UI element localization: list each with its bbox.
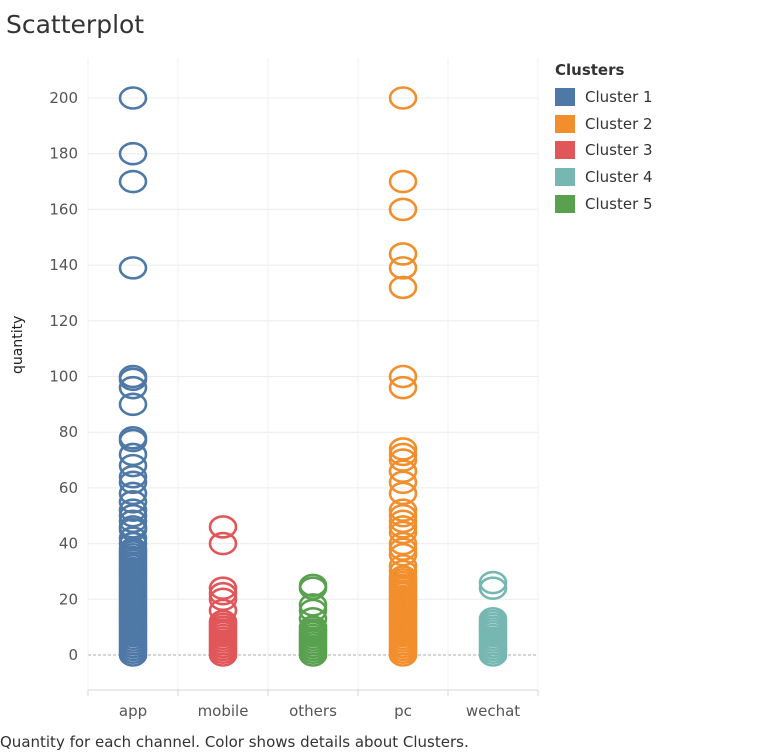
y-tick-label: 0 [68,646,78,664]
x-tick-label: mobile [198,702,249,720]
data-point [390,277,416,298]
legend-label: Cluster 4 [585,168,653,186]
legend: Clusters Cluster 1 Cluster 2 Cluster 3 Clus… [555,61,653,217]
y-axis-label: quantity [10,344,26,374]
legend-title: Clusters [555,61,653,79]
data-point [120,171,146,192]
y-tick-label: 80 [59,423,78,441]
legend-label: Cluster 5 [585,195,653,213]
legend-item-cluster-4: Cluster 4 [555,164,653,191]
data-point [480,578,506,599]
y-tick-label: 140 [49,256,78,274]
legend-item-cluster-5: Cluster 5 [555,190,653,217]
x-tick-label: pc [394,702,412,720]
y-tick-label: 100 [49,368,78,386]
y-tick-label: 40 [59,535,78,553]
data-point [390,171,416,192]
data-point [120,257,146,278]
y-tick-label: 200 [49,89,78,107]
legend-label: Cluster 2 [585,115,653,133]
x-tick-label: wechat [466,702,520,720]
y-tick-label: 60 [59,479,78,497]
legend-label: Cluster 1 [585,88,653,106]
data-point [390,243,416,264]
legend-item-cluster-1: Cluster 1 [555,84,653,111]
legend-item-cluster-2: Cluster 2 [555,111,653,138]
y-tick-label: 120 [49,312,78,330]
legend-item-cluster-3: Cluster 3 [555,137,653,164]
y-tick-label: 160 [49,200,78,218]
legend-swatch [555,168,575,186]
legend-swatch [555,115,575,133]
chart-caption: Quantity for each channel. Color shows d… [0,733,469,751]
x-tick-label: others [289,702,337,720]
y-tick-label: 180 [49,145,78,163]
legend-swatch [555,141,575,159]
legend-swatch [555,195,575,213]
y-tick-label: 20 [59,590,78,608]
legend-swatch [555,88,575,106]
x-tick-label: app [119,702,147,720]
data-point [480,572,506,593]
legend-label: Cluster 3 [585,141,653,159]
